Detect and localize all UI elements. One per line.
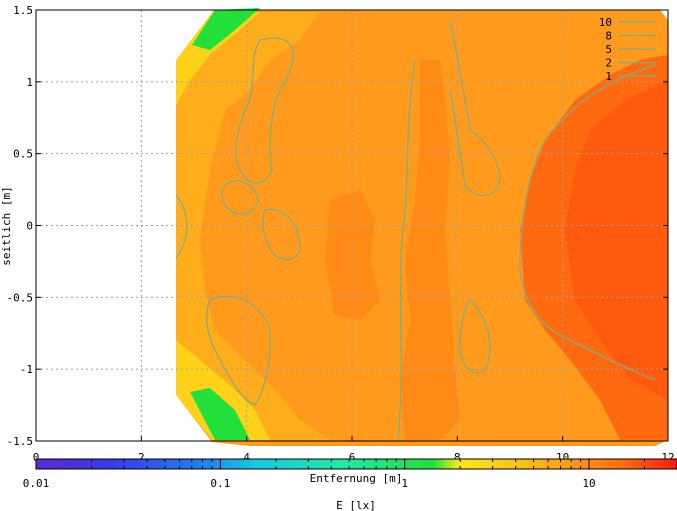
heatmap-dark-stripe-1 [400, 60, 460, 440]
contour-line [206, 295, 271, 406]
legend-label: 1 [605, 70, 612, 83]
x-tick-label: 2 [138, 451, 145, 464]
x-tick-label: 0 [33, 451, 40, 464]
colorbar-label: E [lx] [336, 499, 376, 511]
legend-label: 8 [605, 30, 612, 43]
contour-line [262, 208, 301, 261]
colorbar-ticks: 0.01 0.1 1 10 [23, 459, 677, 490]
x-axis-label: Entfernung [m] [310, 472, 403, 485]
heatmap-peak-region [565, 80, 668, 400]
y-tick-label: 0.5 [13, 148, 33, 161]
x-tick-label: 8 [454, 451, 461, 464]
y-tick-label: -1 [20, 363, 33, 376]
colorbar-tick-label: 10 [582, 477, 595, 490]
y-tick-label: 0 [26, 220, 33, 233]
heatmap-light-band-left [176, 12, 330, 442]
y-tick-label: -1.5 [7, 435, 34, 448]
contour-line [459, 299, 491, 374]
x-tick-label: 4 [243, 451, 250, 464]
contour-lines [175, 19, 656, 441]
white-mask-left [36, 10, 214, 442]
contour-line [397, 59, 416, 441]
colorbar-tick-label: 1 [401, 477, 408, 490]
contour-line [519, 64, 656, 381]
colorbar-tick-label: 0.1 [210, 477, 230, 490]
colorbar-tick-label: 0.01 [23, 477, 50, 490]
y-axis-label: seitlich [m] [0, 186, 13, 265]
heatmap-green-corner-top [192, 8, 260, 50]
y-tick-label: 1 [26, 76, 33, 89]
contour-line [175, 194, 188, 259]
legend-label: 2 [605, 57, 612, 70]
heatmap-yellow-edge-top [176, 12, 260, 105]
legend-label: 5 [605, 43, 612, 56]
x-tick-label: 6 [349, 451, 356, 464]
heatmap-green-corner-bottom [190, 388, 250, 440]
legend-label: 10 [599, 16, 612, 29]
contour-line [449, 19, 501, 197]
heatmap-field [176, 8, 668, 446]
contour-line [235, 37, 294, 184]
y-tick-label: -0.5 [7, 291, 34, 304]
contour-line [221, 180, 259, 215]
colorbar: 0.01 0.1 1 10 [23, 458, 677, 490]
y-axis-ticks: 1.5 1 0.5 0 -0.5 -1 -1.5 [7, 4, 668, 448]
y-tick-label: 1.5 [13, 4, 33, 17]
